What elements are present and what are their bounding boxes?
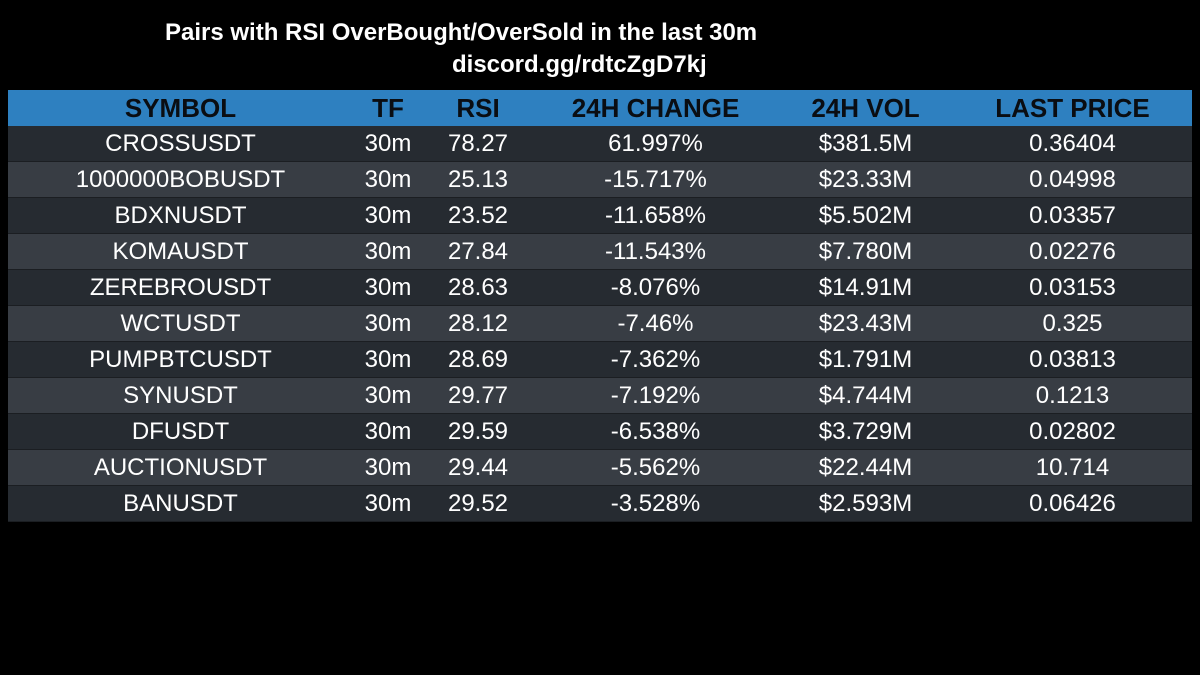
cell-24h-vol: $14.91M (818, 273, 913, 301)
table-row: BANUSDT 30m 29.52 -3.528% $2.593M 0.0642… (8, 486, 1192, 522)
cell-rsi: 28.63 (447, 273, 509, 301)
cell-24h-vol: $3.729M (818, 417, 913, 445)
cell-symbol: SYNUSDT (123, 381, 238, 409)
column-header-24h-vol: 24H VOL (811, 92, 920, 123)
table-row: SYNUSDT 30m 29.77 -7.192% $4.744M 0.1213 (8, 378, 1192, 414)
cell-symbol: KOMAUSDT (112, 237, 249, 265)
cell-last-price: 0.03357 (1029, 201, 1116, 229)
cell-24h-vol: $381.5M (818, 129, 913, 157)
cell-symbol: WCTUSDT (120, 309, 241, 337)
cell-tf: 30m (364, 417, 412, 445)
cell-24h-vol: $4.744M (818, 381, 913, 409)
column-header-symbol: SYMBOL (124, 92, 237, 123)
cell-tf: 30m (364, 381, 412, 409)
cell-24h-vol: $22.44M (818, 453, 913, 481)
cell-tf: 30m (364, 273, 412, 301)
cell-last-price: 0.02276 (1029, 237, 1116, 265)
cell-symbol: DFUSDT (131, 417, 230, 445)
cell-24h-change: -15.717% (604, 165, 707, 193)
cell-24h-change: -7.192% (610, 381, 701, 409)
cell-24h-vol: $23.43M (818, 309, 913, 337)
cell-symbol: PUMPBTCUSDT (89, 345, 272, 373)
cell-24h-change: -11.658% (605, 201, 706, 229)
cell-rsi: 25.13 (447, 165, 509, 193)
cell-symbol: AUCTIONUSDT (93, 453, 268, 481)
cell-rsi: 29.44 (447, 453, 509, 481)
cell-tf: 30m (364, 165, 412, 193)
cell-tf: 30m (364, 129, 412, 157)
cell-last-price: 0.02802 (1029, 417, 1116, 445)
cell-24h-change: -7.46% (617, 309, 694, 337)
table-row: BDXNUSDT 30m 23.52 -11.658% $5.502M 0.03… (8, 198, 1192, 234)
table-header-row: SYMBOL TF RSI 24H CHANGE 24H VOL LAST PR… (8, 90, 1192, 126)
cell-24h-change: -11.543% (605, 237, 706, 265)
column-header-last-price: LAST PRICE (995, 92, 1150, 123)
table-row: AUCTIONUSDT 30m 29.44 -5.562% $22.44M 10… (8, 450, 1192, 486)
cell-rsi: 28.69 (447, 345, 509, 373)
cell-tf: 30m (364, 453, 412, 481)
cell-24h-change: 61.997% (608, 129, 703, 157)
cell-24h-change: -7.362% (610, 345, 701, 373)
cell-last-price: 0.03813 (1029, 345, 1116, 373)
table-row: PUMPBTCUSDT 30m 28.69 -7.362% $1.791M 0.… (8, 342, 1192, 378)
table-row: 1000000BOBUSDT 30m 25.13 -15.717% $23.33… (8, 162, 1192, 198)
cell-last-price: 10.714 (1035, 453, 1110, 481)
discord-link[interactable]: discord.gg/rdtcZgD7kj (452, 51, 707, 78)
cell-24h-change: -6.538% (610, 417, 701, 445)
cell-symbol: CROSSUSDT (105, 129, 256, 157)
column-header-tf: TF (372, 92, 404, 123)
cell-symbol: BDXNUSDT (114, 201, 247, 229)
cell-24h-vol: $1.791M (818, 345, 913, 373)
cell-tf: 30m (364, 309, 412, 337)
cell-rsi: 23.52 (447, 201, 509, 229)
cell-24h-vol: $5.502M (818, 201, 913, 229)
cell-tf: 30m (364, 489, 412, 517)
column-header-rsi: RSI (456, 92, 500, 123)
cell-last-price: 0.04998 (1029, 165, 1116, 193)
cell-tf: 30m (364, 237, 412, 265)
cell-24h-change: -3.528% (610, 489, 701, 517)
rsi-table: SYMBOL TF RSI 24H CHANGE 24H VOL LAST PR… (8, 90, 1192, 522)
cell-last-price: 0.36404 (1029, 129, 1116, 157)
cell-last-price: 0.06426 (1029, 489, 1116, 517)
cell-last-price: 0.1213 (1035, 381, 1110, 409)
cell-symbol: ZEREBROUSDT (89, 273, 272, 301)
cell-24h-change: -8.076% (610, 273, 701, 301)
table-row: KOMAUSDT 30m 27.84 -11.543% $7.780M 0.02… (8, 234, 1192, 270)
table-row: WCTUSDT 30m 28.12 -7.46% $23.43M 0.325 (8, 306, 1192, 342)
cell-24h-vol: $7.780M (818, 237, 913, 265)
cell-rsi: 28.12 (447, 309, 509, 337)
cell-tf: 30m (364, 345, 412, 373)
cell-symbol: 1000000BOBUSDT (75, 165, 286, 193)
cell-24h-vol: $23.33M (818, 165, 913, 193)
table-row: ZEREBROUSDT 30m 28.63 -8.076% $14.91M 0.… (8, 270, 1192, 306)
table-row: DFUSDT 30m 29.59 -6.538% $3.729M 0.02802 (8, 414, 1192, 450)
cell-tf: 30m (364, 201, 412, 229)
table-row: CROSSUSDT 30m 78.27 61.997% $381.5M 0.36… (8, 126, 1192, 162)
cell-rsi: 29.52 (447, 489, 509, 517)
cell-last-price: 0.325 (1042, 309, 1103, 337)
column-header-24h-change: 24H CHANGE (571, 92, 740, 123)
cell-symbol: BANUSDT (123, 489, 238, 517)
cell-rsi: 29.77 (447, 381, 509, 409)
cell-rsi: 78.27 (447, 129, 509, 157)
cell-rsi: 27.84 (447, 237, 509, 265)
page-title: Pairs with RSI OverBought/OverSold in th… (165, 19, 758, 46)
cell-last-price: 0.03153 (1029, 273, 1116, 301)
cell-rsi: 29.59 (447, 417, 509, 445)
cell-24h-change: -5.562% (610, 453, 701, 481)
cell-24h-vol: $2.593M (818, 489, 913, 517)
